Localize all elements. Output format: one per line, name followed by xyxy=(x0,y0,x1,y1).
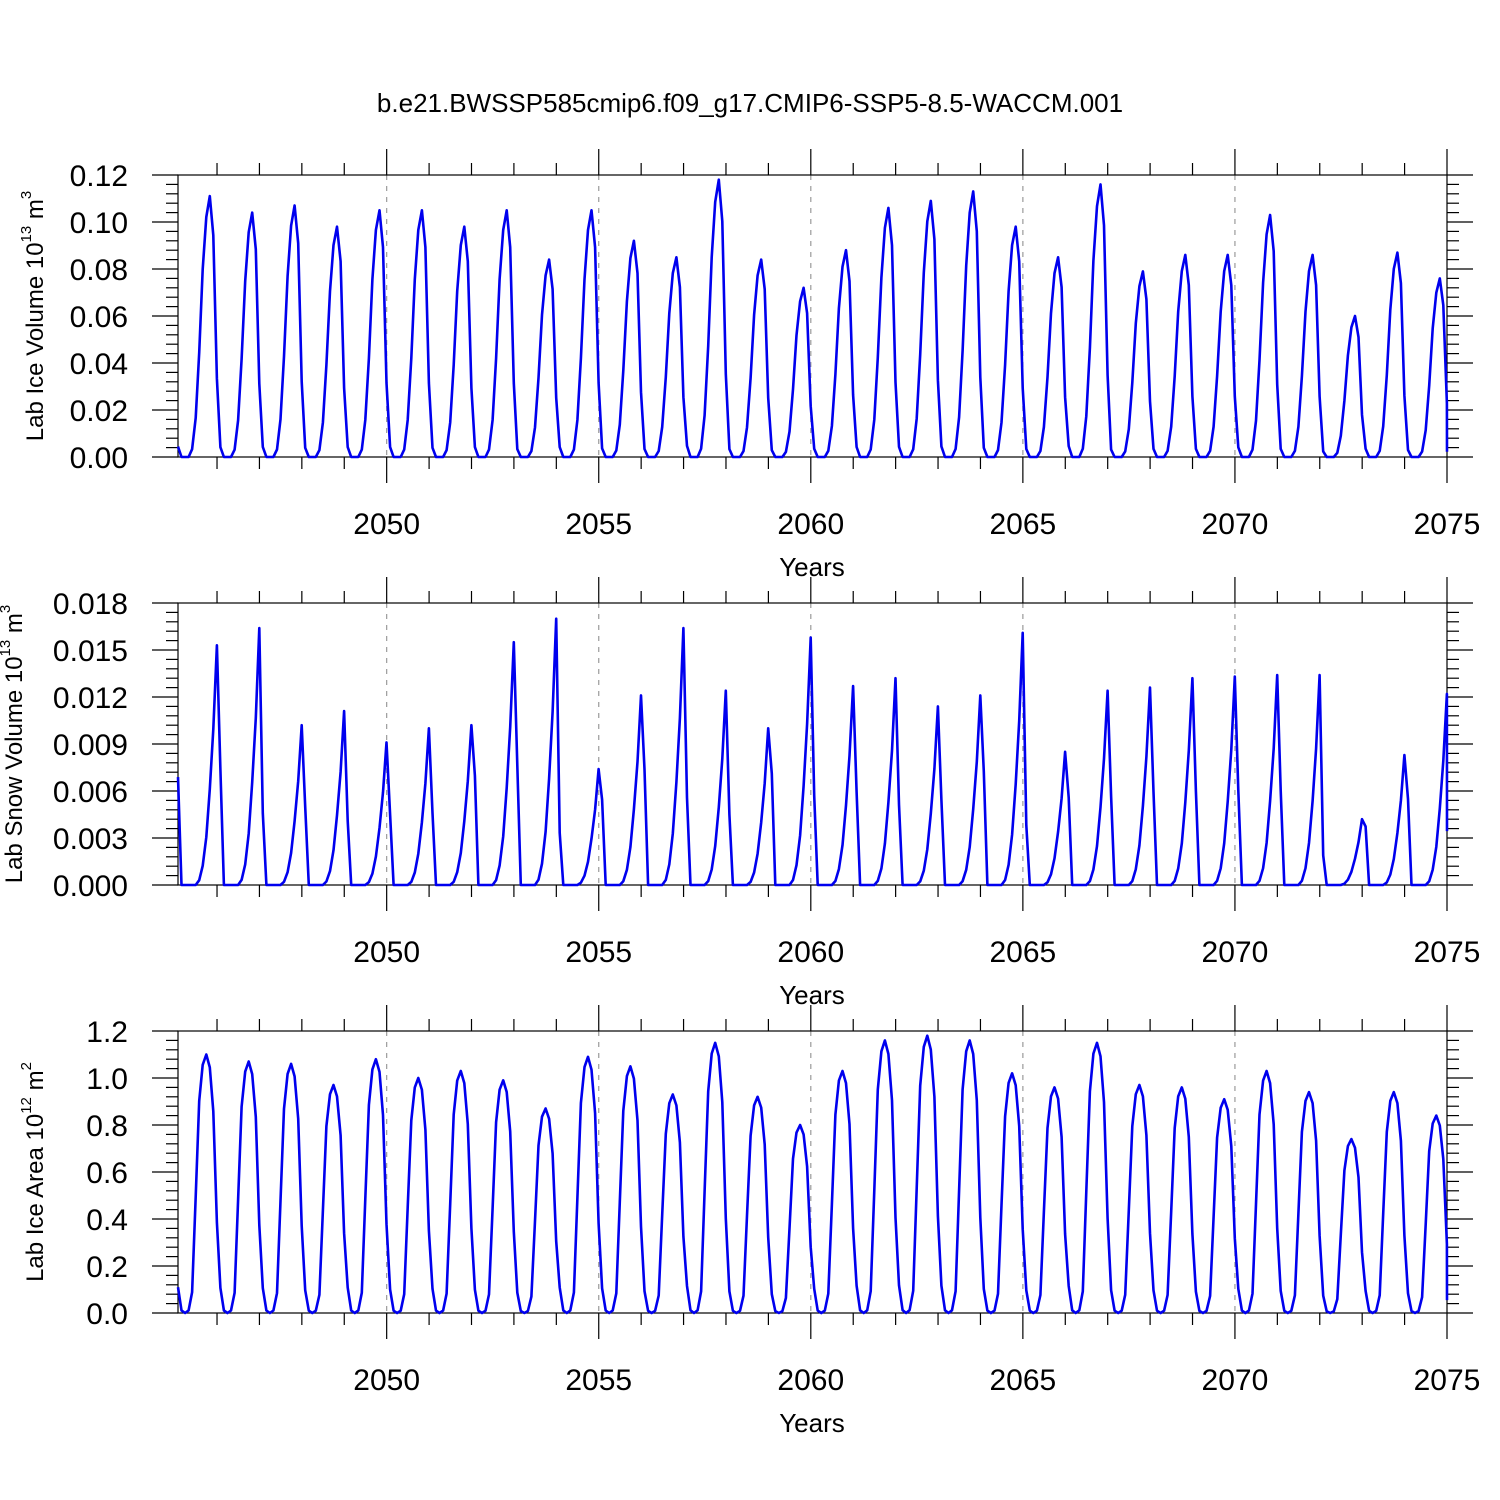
y-axis-label: Lab Snow Volume 1013 m3 xyxy=(0,605,28,884)
y-axis-label-unit: m xyxy=(22,199,49,226)
x-tick-label: 2050 xyxy=(353,936,420,969)
y-tick-label: 0.08 xyxy=(70,254,128,287)
x-tick-label: 2075 xyxy=(1414,1364,1481,1397)
x-tick-label: 2070 xyxy=(1202,936,1269,969)
series-line-snow-volume xyxy=(176,617,1449,887)
y-tick-label: 0.009 xyxy=(53,729,128,762)
y-axis-label-unit-exponent: 3 xyxy=(18,191,35,199)
y-tick-label: 0.12 xyxy=(70,160,128,193)
x-axis-label: Years xyxy=(779,980,845,1010)
series-line-ice-volume xyxy=(176,178,1449,459)
y-tick-label: 0.04 xyxy=(70,348,128,381)
figure-title: b.e21.BWSSP585cmip6.f09_g17.CMIP6-SSP5-8… xyxy=(377,88,1123,118)
panel-snow-volume: 0.000 0.003 0.006 0.009 0.012 0.015 0.018 2050 2… xyxy=(0,577,1480,1010)
y-tick-label: 0.8 xyxy=(86,1110,128,1143)
y-tick-label: 1.0 xyxy=(86,1063,128,1096)
x-tick-label: 2060 xyxy=(777,1364,844,1397)
y-tick-label: 0.000 xyxy=(53,870,128,903)
y-tick-label: 0.012 xyxy=(53,682,128,715)
panel-ice-volume: 0.00 0.02 0.04 0.06 0.08 0.10 0.12 2050 2055 2060… xyxy=(18,149,1480,582)
x-tick-label: 2065 xyxy=(989,508,1056,541)
y-tick-label: 0.015 xyxy=(53,635,128,668)
y-axis-label-text: Lab Ice Volume 10 xyxy=(22,242,49,441)
y-axis-label-exponent: 12 xyxy=(18,1097,35,1114)
x-tick-label: 2060 xyxy=(777,936,844,969)
y-axis-label-unit-exponent: 3 xyxy=(0,605,14,613)
y-tick-label: 0.006 xyxy=(53,776,128,809)
x-tick-label: 2060 xyxy=(777,508,844,541)
y-tick-label: 0.2 xyxy=(86,1251,128,1284)
x-tick-label: 2065 xyxy=(989,1364,1056,1397)
x-tick-label: 2065 xyxy=(989,936,1056,969)
y-axis-label-exponent: 13 xyxy=(18,226,35,243)
x-axis-label: Years xyxy=(779,1408,845,1438)
y-axis-label-unit-exponent: 2 xyxy=(18,1062,35,1070)
y-axis-label-text: Lab Snow Volume 10 xyxy=(1,656,28,883)
panel-ice-area: 0.0 0.2 0.4 0.6 0.8 1.0 1.2 2050 2055 2060 2065 207… xyxy=(18,1005,1480,1438)
y-tick-label: 0.0 xyxy=(86,1298,128,1331)
x-tick-label: 2075 xyxy=(1414,936,1481,969)
y-tick-label: 0.10 xyxy=(70,207,128,240)
x-tick-label: 2050 xyxy=(353,508,420,541)
y-tick-label: 0.4 xyxy=(86,1204,128,1237)
x-tick-label: 2055 xyxy=(565,508,632,541)
y-axis-label: Lab Ice Area 1012 m2 xyxy=(18,1062,49,1282)
series-line-ice-area xyxy=(176,1034,1449,1315)
y-tick-label: 0.6 xyxy=(86,1157,128,1190)
x-tick-label: 2075 xyxy=(1414,508,1481,541)
y-tick-label: 0.06 xyxy=(70,301,128,334)
y-axis-label-unit: m xyxy=(22,1070,49,1097)
x-axis-label: Years xyxy=(779,552,845,582)
x-tick-label: 2050 xyxy=(353,1364,420,1397)
y-tick-label: 0.02 xyxy=(70,395,128,428)
y-tick-label: 0.003 xyxy=(53,823,128,856)
y-tick-label: 1.2 xyxy=(86,1016,128,1049)
y-tick-label: 0.018 xyxy=(53,588,128,621)
y-axis-label-unit: m xyxy=(1,613,28,640)
x-tick-label: 2055 xyxy=(565,1364,632,1397)
x-tick-label: 2070 xyxy=(1202,508,1269,541)
x-tick-label: 2070 xyxy=(1202,1364,1269,1397)
y-axis-label-exponent: 13 xyxy=(0,640,14,657)
x-tick-label: 2055 xyxy=(565,936,632,969)
y-tick-label: 0.00 xyxy=(70,442,128,475)
y-axis-label: Lab Ice Volume 1013 m3 xyxy=(18,191,49,442)
y-axis-label-text: Lab Ice Area 10 xyxy=(22,1114,49,1282)
